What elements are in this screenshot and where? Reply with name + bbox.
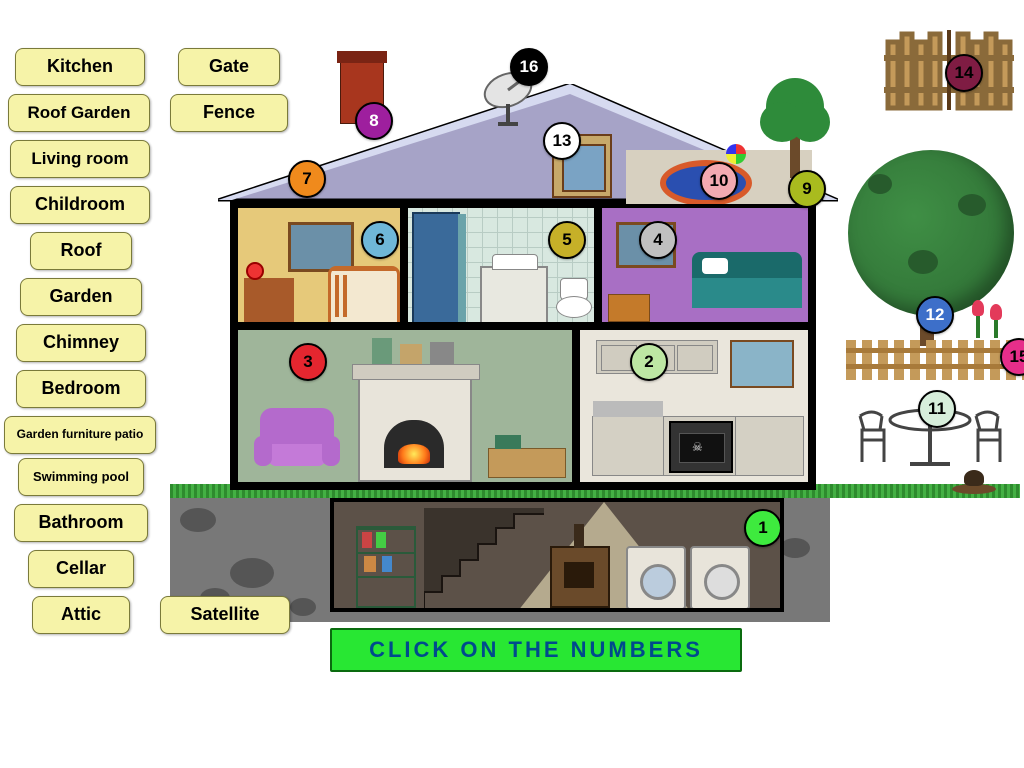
tulips-icon	[970, 300, 1018, 340]
marker-6[interactable]: 6	[361, 221, 399, 259]
marker-4[interactable]: 4	[639, 221, 677, 259]
cellar	[330, 498, 784, 612]
word-btn-living-room[interactable]: Living room	[10, 140, 150, 178]
marker-2[interactable]: 2	[630, 343, 668, 381]
marker-14[interactable]: 14	[945, 54, 983, 92]
word-btn-bedroom[interactable]: Bedroom	[16, 370, 146, 408]
garden-fence	[846, 340, 1024, 380]
word-btn-attic[interactable]: Attic	[32, 596, 130, 634]
word-btn-bathroom[interactable]: Bathroom	[14, 504, 148, 542]
word-btn-childroom[interactable]: Childroom	[10, 186, 150, 224]
word-btn-cellar[interactable]: Cellar	[28, 550, 134, 588]
living-room	[234, 326, 576, 486]
mole-icon	[952, 470, 996, 494]
word-btn-swimming-pool[interactable]: Swimming pool	[18, 458, 144, 496]
word-btn-satellite[interactable]: Satellite	[160, 596, 290, 634]
instruction-button[interactable]: CLICK ON THE NUMBERS	[330, 628, 742, 672]
marker-8[interactable]: 8	[355, 102, 393, 140]
word-btn-garden[interactable]: Garden	[20, 278, 142, 316]
word-btn-chimney[interactable]: Chimney	[16, 324, 146, 362]
word-btn-kitchen[interactable]: Kitchen	[15, 48, 145, 86]
word-btn-garden-furniture-patio[interactable]: Garden furniture patio	[4, 416, 156, 454]
word-btn-roof[interactable]: Roof	[30, 232, 132, 270]
kitchen: ☠	[576, 326, 812, 486]
word-btn-gate[interactable]: Gate	[178, 48, 280, 86]
marker-10[interactable]: 10	[700, 162, 738, 200]
marker-9[interactable]: 9	[788, 170, 826, 208]
marker-3[interactable]: 3	[289, 343, 327, 381]
marker-1[interactable]: 1	[744, 509, 782, 547]
marker-7[interactable]: 7	[288, 160, 326, 198]
word-btn-roof-garden[interactable]: Roof Garden	[8, 94, 150, 132]
word-btn-fence[interactable]: Fence	[170, 94, 288, 132]
roof-tree	[760, 78, 830, 178]
marker-16[interactable]: 16	[510, 48, 548, 86]
marker-13[interactable]: 13	[543, 122, 581, 160]
bedroom	[598, 204, 812, 326]
marker-12[interactable]: 12	[916, 296, 954, 334]
marker-5[interactable]: 5	[548, 221, 586, 259]
marker-11[interactable]: 11	[918, 390, 956, 428]
